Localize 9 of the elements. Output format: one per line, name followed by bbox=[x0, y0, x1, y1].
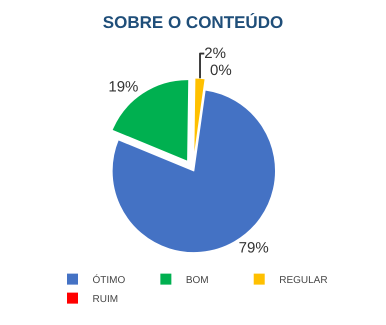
legend-label: ÓTIMO bbox=[92, 274, 126, 286]
chart-title: SOBRE O CONTEÚDO bbox=[102, 12, 284, 32]
legend-label: REGULAR bbox=[279, 275, 328, 286]
data-label: 2% bbox=[204, 45, 226, 62]
legend-label: BOM bbox=[186, 275, 209, 286]
legend-label: RUIM bbox=[92, 294, 118, 306]
data-label: 79% bbox=[238, 240, 269, 257]
data-label: 19% bbox=[108, 78, 138, 96]
text: 0% bbox=[210, 62, 232, 80]
